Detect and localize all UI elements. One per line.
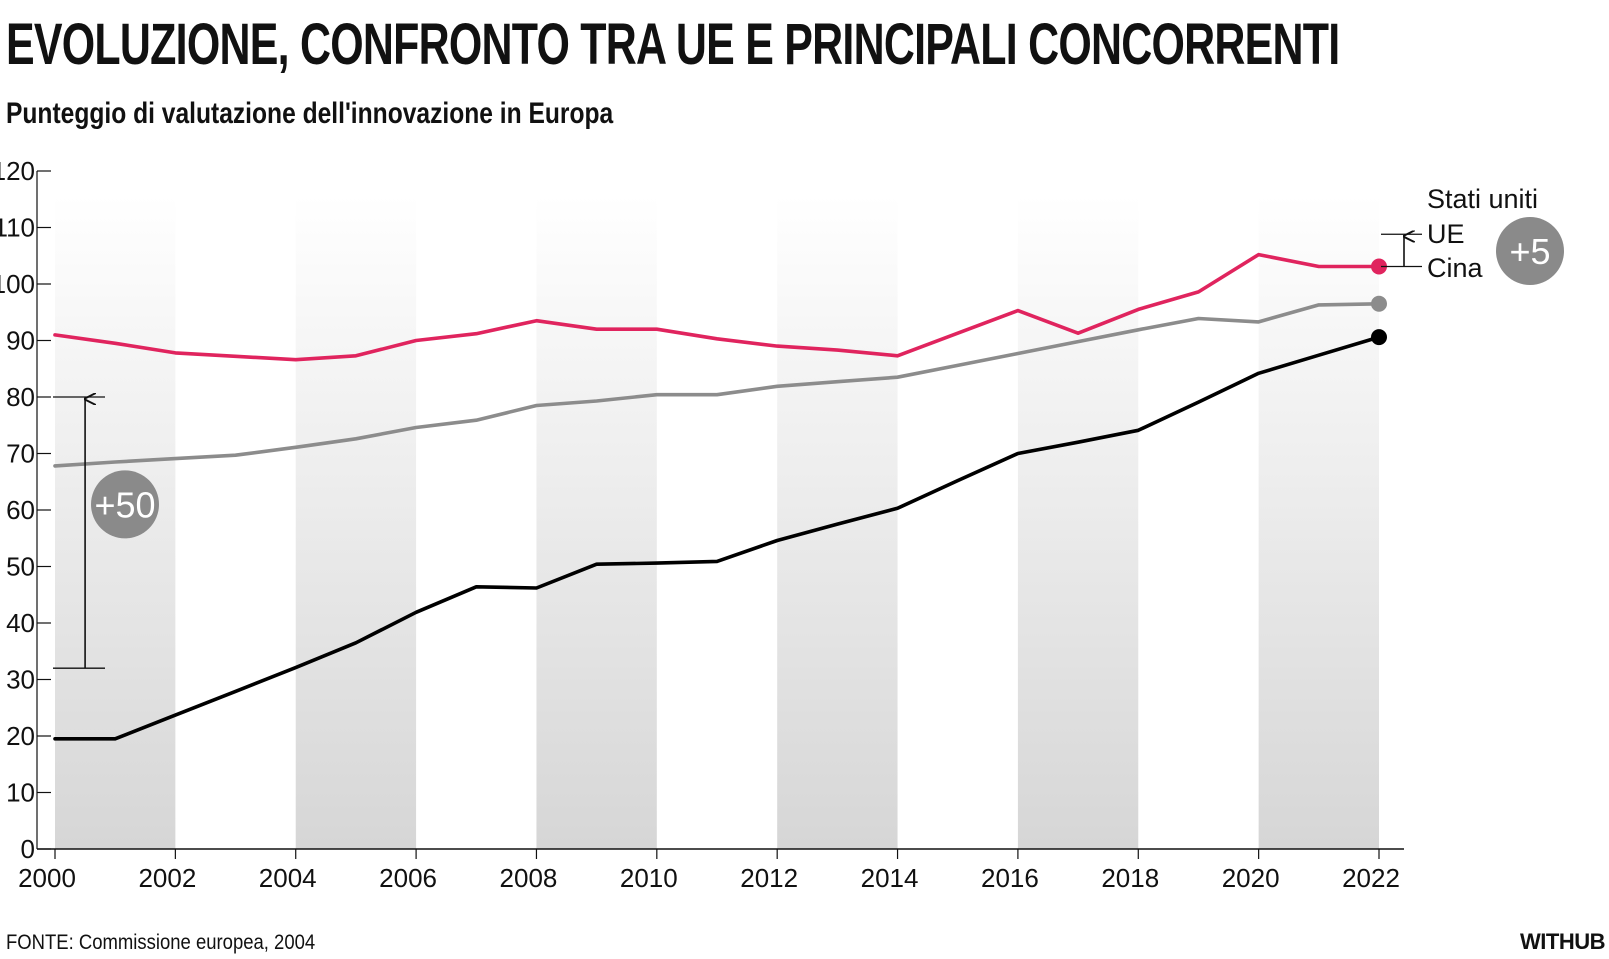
series-line-stati-uniti: [53, 252, 1381, 362]
x-tick-label: 2018: [1101, 863, 1159, 893]
series-end-marker-ue: [1371, 295, 1387, 312]
y-tick-label: 120: [0, 156, 35, 186]
x-tick-label: 2016: [981, 863, 1039, 893]
x-tick-label: 2010: [620, 863, 678, 893]
y-tick-label: 80: [6, 382, 35, 412]
y-tick-label: 70: [6, 439, 35, 469]
annotations: +50 +5: [53, 217, 1564, 669]
y-tick-label: 20: [6, 721, 35, 751]
line-chart: 0 10 20 30 40 50 60 70 80 90 100 110 120 2000 2002 2004…: [0, 156, 1564, 893]
background-bands: [55, 195, 1379, 849]
legend-label-ue: UE: [1427, 219, 1465, 249]
x-tick-label: 2002: [138, 863, 196, 893]
x-tick-label: 2006: [379, 863, 437, 893]
x-tick-label: 2000: [18, 863, 76, 893]
y-tick-label: 100: [0, 269, 35, 299]
y-tick-label: 50: [6, 552, 35, 582]
legend-label-cina: Cina: [1427, 253, 1484, 283]
y-tick-label: 110: [0, 213, 35, 243]
legend: Stati uniti UE Cina: [1427, 184, 1538, 283]
y-tick-label: 0: [21, 834, 35, 864]
x-tick-label: 2008: [500, 863, 558, 893]
brand-logo: WITHUB: [1520, 929, 1605, 954]
background-band: [295, 195, 417, 849]
background-band: [777, 195, 898, 849]
y-tick-label: 90: [6, 326, 35, 356]
chart-title: EVOLUZIONE, CONFRONTO TRA UE E PRINCIPAL…: [6, 12, 1340, 77]
x-tick-label: 2022: [1342, 863, 1400, 893]
series-line-cina: [53, 335, 1381, 741]
y-tick-label: 60: [6, 495, 35, 525]
y-tick-label: 10: [6, 778, 35, 808]
background-band: [536, 195, 657, 849]
legend-label-stati-uniti: Stati uniti: [1427, 184, 1538, 214]
source-note: FONTE: Commissione europea, 2004: [6, 931, 316, 954]
series-line-ue: [53, 301, 1381, 468]
annotation-badge: [91, 470, 159, 539]
chart-subtitle: Punteggio di valutazione dell'innovazion…: [6, 97, 614, 130]
background-band: [1017, 195, 1139, 849]
annotation-badge-right-label: +5: [1509, 231, 1550, 272]
axes: 0 10 20 30 40 50 60 70 80 90 100 110 120 2000 2002 2004…: [0, 156, 1404, 893]
x-tick-label: 2014: [861, 863, 919, 893]
x-tick-label: 2020: [1222, 863, 1280, 893]
x-tick-label: 2004: [259, 863, 317, 893]
background-band: [1258, 195, 1379, 849]
y-tick-label: 30: [6, 665, 35, 695]
x-tick-label: 2012: [740, 863, 798, 893]
annotation-badge-label: +50: [94, 484, 155, 525]
series-lines: [53, 252, 1387, 741]
series-end-marker-cina: [1371, 329, 1387, 346]
y-tick-label: 40: [6, 608, 35, 638]
annotation-badge-right: [1496, 217, 1564, 285]
series-end-marker-stati-uniti: [1371, 258, 1387, 275]
